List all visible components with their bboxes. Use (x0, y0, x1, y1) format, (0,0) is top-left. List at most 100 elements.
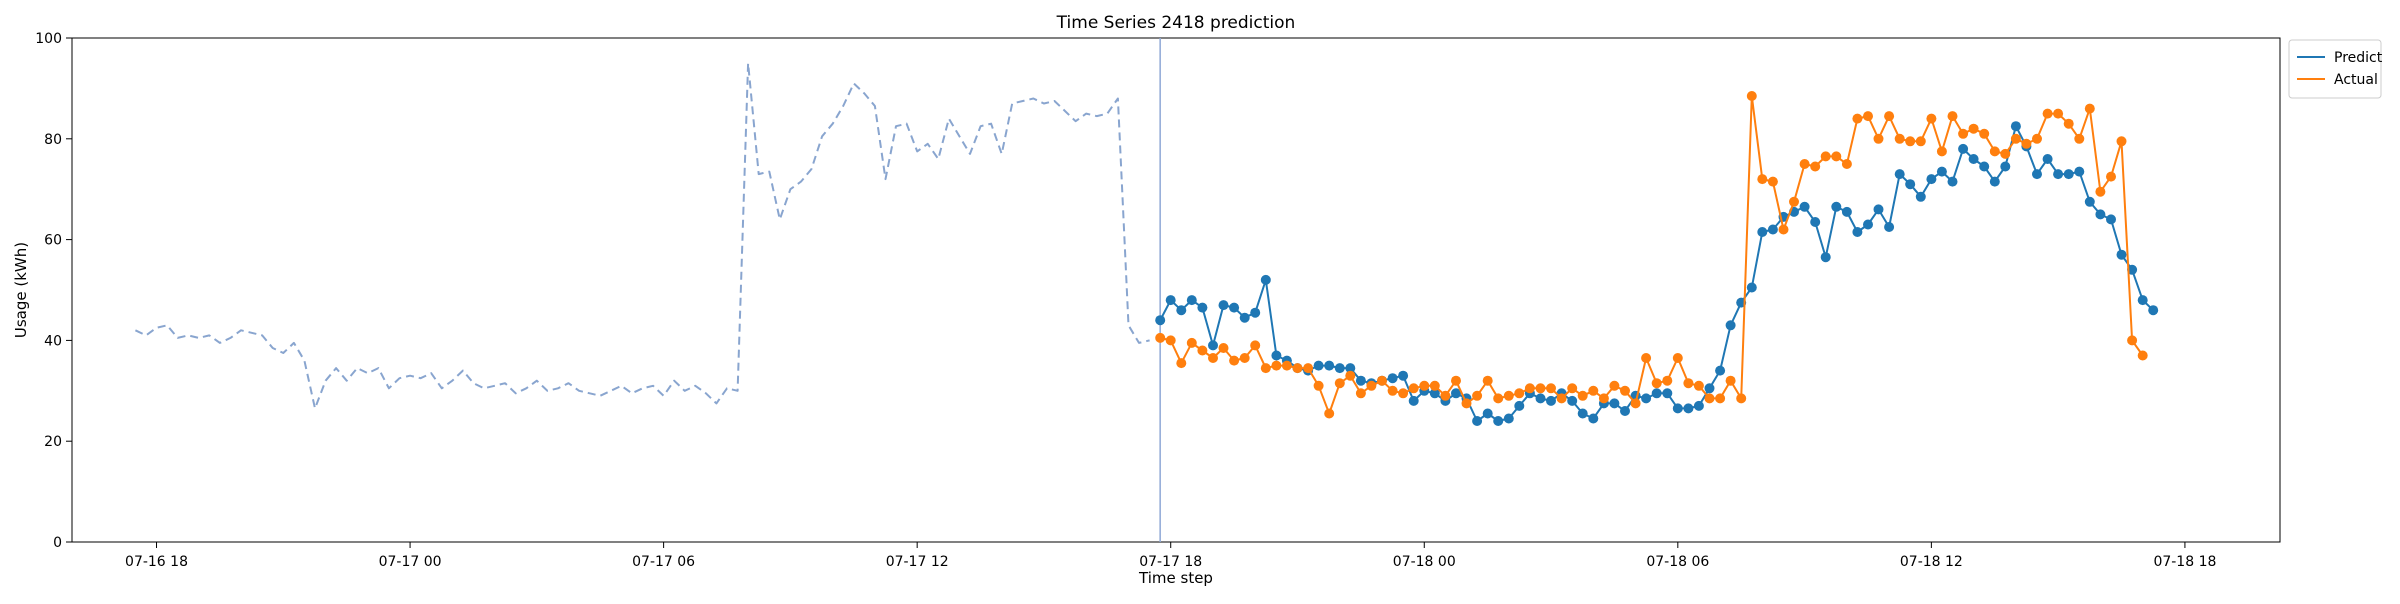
y-tick-label: 20 (44, 434, 62, 450)
actual-data-point (1461, 398, 1472, 409)
actual-data-point (1155, 332, 1166, 343)
actual-data-point (1535, 383, 1546, 394)
predict-data-point (2148, 305, 2159, 316)
actual-data-point (1408, 383, 1419, 394)
actual-data-point (1905, 136, 1916, 147)
y-tick-label: 100 (35, 31, 62, 47)
predict-data-point (1757, 227, 1768, 237)
legend-label-actual: Actual (2334, 72, 2378, 88)
predict-data-point (1334, 363, 1345, 374)
predict-data-point (2106, 214, 2116, 225)
actual-data-point (1324, 408, 1335, 419)
actual-data-point (1493, 393, 1504, 404)
actual-data-point (1641, 353, 1652, 363)
x-axis-title: Time step (1138, 569, 1213, 587)
actual-data-point (1820, 151, 1831, 162)
predict-data-point (1429, 388, 1440, 399)
x-tick-label: 07-18 00 (1393, 554, 1456, 570)
predict-data-point (1186, 295, 1197, 306)
predict-data-point (1799, 201, 1810, 212)
actual-data-point (2095, 186, 2106, 197)
actual-data-point (1588, 385, 1599, 396)
predict-data-point (1831, 201, 1842, 212)
actual-data-point (1186, 337, 1197, 348)
actual-data-point (1197, 345, 1208, 356)
actual-data-point (1789, 196, 1799, 207)
actual-data-point (1355, 388, 1366, 399)
predict-data-point (1472, 416, 1483, 426)
actual-data-point (1715, 393, 1726, 404)
x-tick-label: 07-17 12 (886, 554, 949, 570)
y-tick-label: 80 (44, 132, 62, 148)
actual-data-point (2053, 108, 2064, 119)
actual-data-point (1672, 353, 1683, 363)
actual-data-point (1873, 133, 1884, 144)
predict-data-point (1408, 395, 1419, 406)
actual-data-point (1884, 111, 1895, 122)
predict-data-point (2137, 295, 2148, 306)
actual-data-point (2063, 118, 2074, 129)
predict-data-point (2116, 249, 2127, 260)
actual-data-point (1947, 111, 1958, 122)
predict-data-point (1482, 408, 1493, 419)
chart-title: Time Series 2418 prediction (1056, 13, 1296, 33)
predict-data-point (1926, 174, 1937, 185)
actual-data-point (1915, 136, 1926, 147)
actual-data-point (1451, 375, 1461, 386)
predict-data-point (1810, 217, 1821, 227)
actual-data-point (1958, 128, 1969, 139)
predict-data-point (1345, 363, 1356, 374)
actual-data-point (2010, 133, 2021, 144)
actual-data-point (1683, 378, 1694, 389)
predict-data-point (1165, 295, 1176, 306)
x-tick-label: 07-17 18 (1139, 554, 1202, 570)
predict-data-point (1936, 166, 1947, 177)
actual-data-point (1472, 390, 1483, 401)
actual-data-point (1208, 353, 1218, 363)
actual-data-point (1894, 133, 1905, 144)
predict-data-point (1863, 219, 1873, 230)
predict-data-point (1313, 360, 1324, 371)
actual-data-point (1165, 335, 1176, 346)
predict-data-point (1693, 400, 1704, 411)
actual-data-point (1863, 111, 1873, 122)
predict-data-point (1208, 340, 1218, 351)
predict-data-point (1588, 413, 1599, 424)
actual-data-point (1260, 363, 1271, 374)
x-tick-label: 07-16 18 (125, 554, 188, 570)
actual-data-point (1176, 358, 1187, 369)
x-tick-label: 07-17 00 (379, 554, 442, 570)
predict-data-point (1767, 224, 1778, 235)
y-tick-label: 60 (44, 233, 62, 249)
predict-data-point (1958, 143, 1969, 154)
actual-data-point (1831, 151, 1842, 162)
y-tick-label: 40 (44, 333, 62, 349)
actual-data-point (1514, 388, 1525, 399)
actual-data-point (1440, 390, 1451, 401)
actual-data-point (1651, 378, 1662, 389)
predict-data-point (1651, 388, 1662, 399)
predict-data-point (1324, 360, 1335, 371)
predict-data-point (1947, 176, 1958, 187)
predict-data-point (2074, 166, 2085, 177)
predict-data-point (1271, 350, 1282, 361)
predict-data-point (1715, 365, 1726, 376)
predict-data-point (2095, 209, 2106, 220)
predict-data-point (1398, 370, 1409, 381)
actual-data-point (1778, 224, 1789, 235)
actual-data-point (1620, 385, 1630, 396)
predict-data-point (1852, 227, 1863, 237)
y-tick-label: 0 (53, 535, 62, 551)
actual-data-point (1419, 380, 1430, 391)
actual-data-point (1609, 380, 1620, 391)
predict-data-point (1260, 274, 1271, 285)
actual-data-point (1577, 390, 1588, 401)
predict-data-point (1704, 383, 1715, 394)
predict-data-point (1514, 400, 1525, 411)
actual-data-point (1968, 123, 1979, 134)
actual-data-point (1767, 176, 1778, 187)
actual-data-point (1377, 375, 1387, 386)
predict-data-point (1577, 408, 1588, 419)
